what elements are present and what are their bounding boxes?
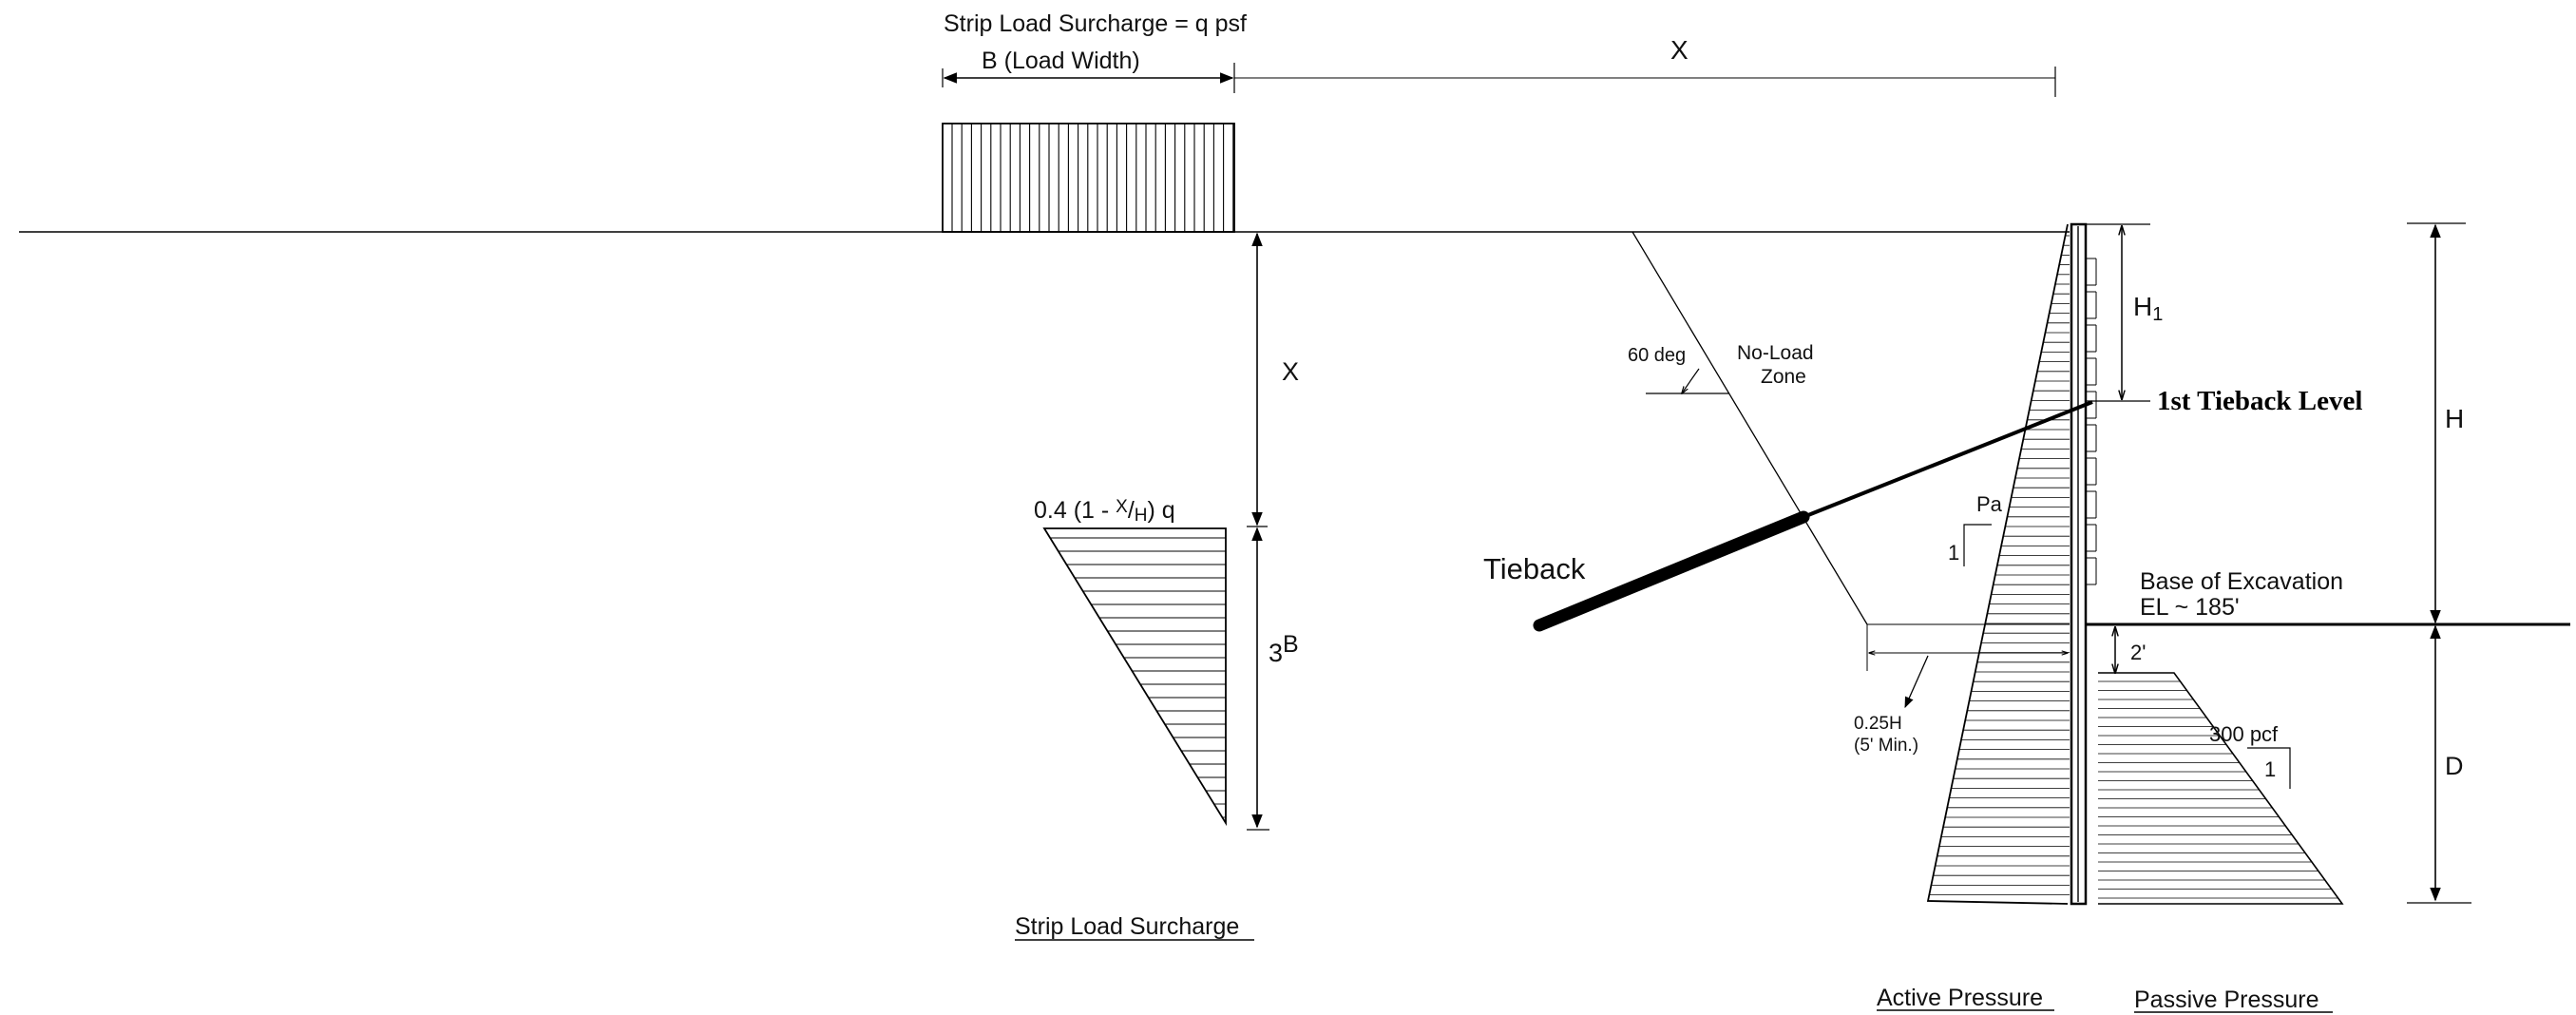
two-ft-label: 2' (2130, 641, 2146, 664)
passive-rate-label: 300 pcf (2209, 722, 2279, 746)
active-pressure-triangle (1926, 223, 2070, 905)
passive-slope-indicator (2247, 747, 2291, 789)
sheet-pile-wall (2070, 222, 2097, 906)
tieback-label: Tieback (1483, 552, 1586, 585)
first-tieback-level-label: 1st Tieback Level (2157, 386, 2362, 416)
pa-label: Pa (1976, 492, 2003, 516)
h1-label: H1 (2133, 292, 2163, 325)
strip-load-header: Strip Load Surcharge = q psf (944, 10, 1247, 37)
no-load-zone-line (1631, 231, 1868, 625)
strip-load-caption: Strip Load Surcharge (1015, 913, 1239, 940)
three-b-label: 3B (1269, 631, 1299, 667)
pa-slope-indicator (1963, 524, 1992, 566)
load-width-label: B (Load Width) (982, 48, 1140, 74)
quarter-h-leader (1904, 655, 1929, 709)
active-pressure-caption: Active Pressure (1877, 985, 2043, 1011)
d-label: D (2445, 752, 2464, 780)
strip-load-block (942, 123, 1235, 233)
base-excavation-label: Base of Excavation (2140, 568, 2343, 595)
tieback-anchor-bond (1533, 510, 1810, 632)
el-label: EL ~ 185' (2140, 594, 2240, 621)
passive-pressure-trapezoid (2098, 672, 2344, 905)
x-vertical-label: X (1282, 357, 1299, 386)
no-load-zone-label-2: Zone (1761, 366, 1806, 388)
five-min-label: (5' Min.) (1854, 736, 1918, 756)
surcharge-formula: 0.4 (1 - X/H) q (1034, 497, 1175, 526)
passive-pressure-caption: Passive Pressure (2134, 986, 2319, 1013)
sixty-deg-arc (1682, 368, 1700, 393)
no-load-zone-label-1: No-Load (1737, 342, 1814, 364)
sixty-deg-label: 60 deg (1628, 345, 1686, 366)
tieback-rod (1803, 400, 2093, 519)
quarter-h-label: 0.25H (1854, 714, 1902, 734)
pa-one-label: 1 (1948, 541, 1959, 565)
passive-one-label: 1 (2264, 757, 2276, 781)
strip-surcharge-triangle (1042, 527, 1227, 827)
x-top-label: X (1670, 35, 1689, 65)
h-total-label: H (2445, 404, 2464, 433)
